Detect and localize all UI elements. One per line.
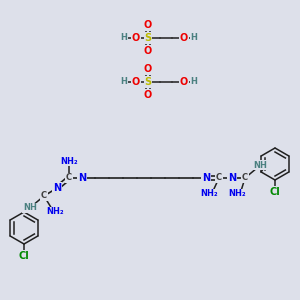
Text: H: H bbox=[121, 34, 128, 43]
Text: C: C bbox=[66, 173, 72, 182]
Text: N: N bbox=[202, 173, 210, 183]
Text: S: S bbox=[144, 33, 152, 43]
Text: O: O bbox=[144, 90, 152, 100]
Text: H: H bbox=[190, 34, 197, 43]
Text: NH: NH bbox=[253, 160, 267, 169]
Text: H: H bbox=[190, 77, 197, 86]
Text: C: C bbox=[216, 173, 222, 182]
Text: Cl: Cl bbox=[270, 187, 280, 197]
Text: C: C bbox=[242, 173, 248, 182]
Text: O: O bbox=[132, 33, 140, 43]
Text: C: C bbox=[41, 191, 47, 200]
Text: N: N bbox=[228, 173, 236, 183]
Text: Cl: Cl bbox=[19, 251, 29, 261]
Text: N: N bbox=[78, 173, 86, 183]
Text: O: O bbox=[144, 64, 152, 74]
Text: S: S bbox=[144, 77, 152, 87]
Text: N: N bbox=[53, 183, 61, 193]
Text: NH₂: NH₂ bbox=[60, 157, 78, 166]
Text: O: O bbox=[144, 20, 152, 30]
Text: H: H bbox=[121, 77, 128, 86]
Text: NH₂: NH₂ bbox=[228, 190, 246, 199]
Text: NH: NH bbox=[23, 203, 37, 212]
Text: O: O bbox=[180, 77, 188, 87]
Text: O: O bbox=[132, 77, 140, 87]
Text: O: O bbox=[180, 33, 188, 43]
Text: NH₂: NH₂ bbox=[200, 190, 218, 199]
Text: O: O bbox=[144, 46, 152, 56]
Text: NH₂: NH₂ bbox=[46, 208, 64, 217]
